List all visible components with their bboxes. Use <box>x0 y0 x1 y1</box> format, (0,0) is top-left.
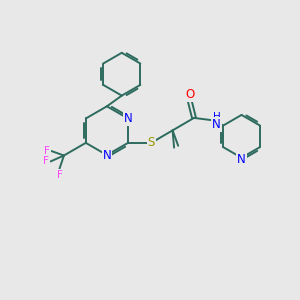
Text: O: O <box>185 88 194 101</box>
Text: N: N <box>237 153 246 166</box>
Text: F: F <box>43 156 49 167</box>
Text: N: N <box>103 148 111 162</box>
Text: F: F <box>56 170 62 180</box>
Text: F: F <box>44 146 50 156</box>
Text: S: S <box>148 136 155 149</box>
Text: N: N <box>212 118 221 131</box>
Text: N: N <box>124 112 132 125</box>
Text: H: H <box>213 112 220 122</box>
